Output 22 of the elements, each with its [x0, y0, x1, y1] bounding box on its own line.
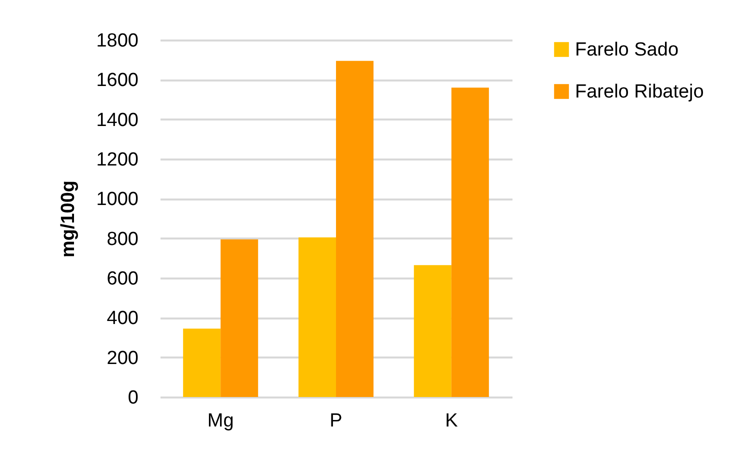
- y-tick-label: 0: [128, 388, 138, 408]
- bar: [451, 88, 489, 397]
- bar: [336, 60, 374, 397]
- x-tick-label: K: [445, 410, 458, 432]
- y-tick-label: 1600: [96, 70, 138, 92]
- y-tick-label: 1800: [96, 30, 138, 52]
- bar: [414, 265, 452, 397]
- y-tick-label: 1400: [96, 110, 138, 131]
- y-axis-title: mg/100g: [58, 180, 80, 258]
- y-tick-label: 600: [106, 268, 138, 290]
- x-tick-label: Mg: [207, 410, 234, 432]
- legend-label: Farelo Sado: [575, 40, 679, 60]
- y-tick-label: 1200: [96, 150, 138, 170]
- y-tick-label: 1000: [96, 189, 138, 210]
- bar: [183, 328, 221, 397]
- bar: [298, 237, 336, 397]
- x-tick-label: P: [330, 410, 342, 432]
- y-tick-label: 800: [106, 228, 138, 250]
- y-tick-label: 400: [106, 308, 138, 330]
- bar: [220, 239, 258, 397]
- y-tick-label: 200: [106, 348, 138, 369]
- legend-label: Farelo Ribatejo: [575, 82, 704, 102]
